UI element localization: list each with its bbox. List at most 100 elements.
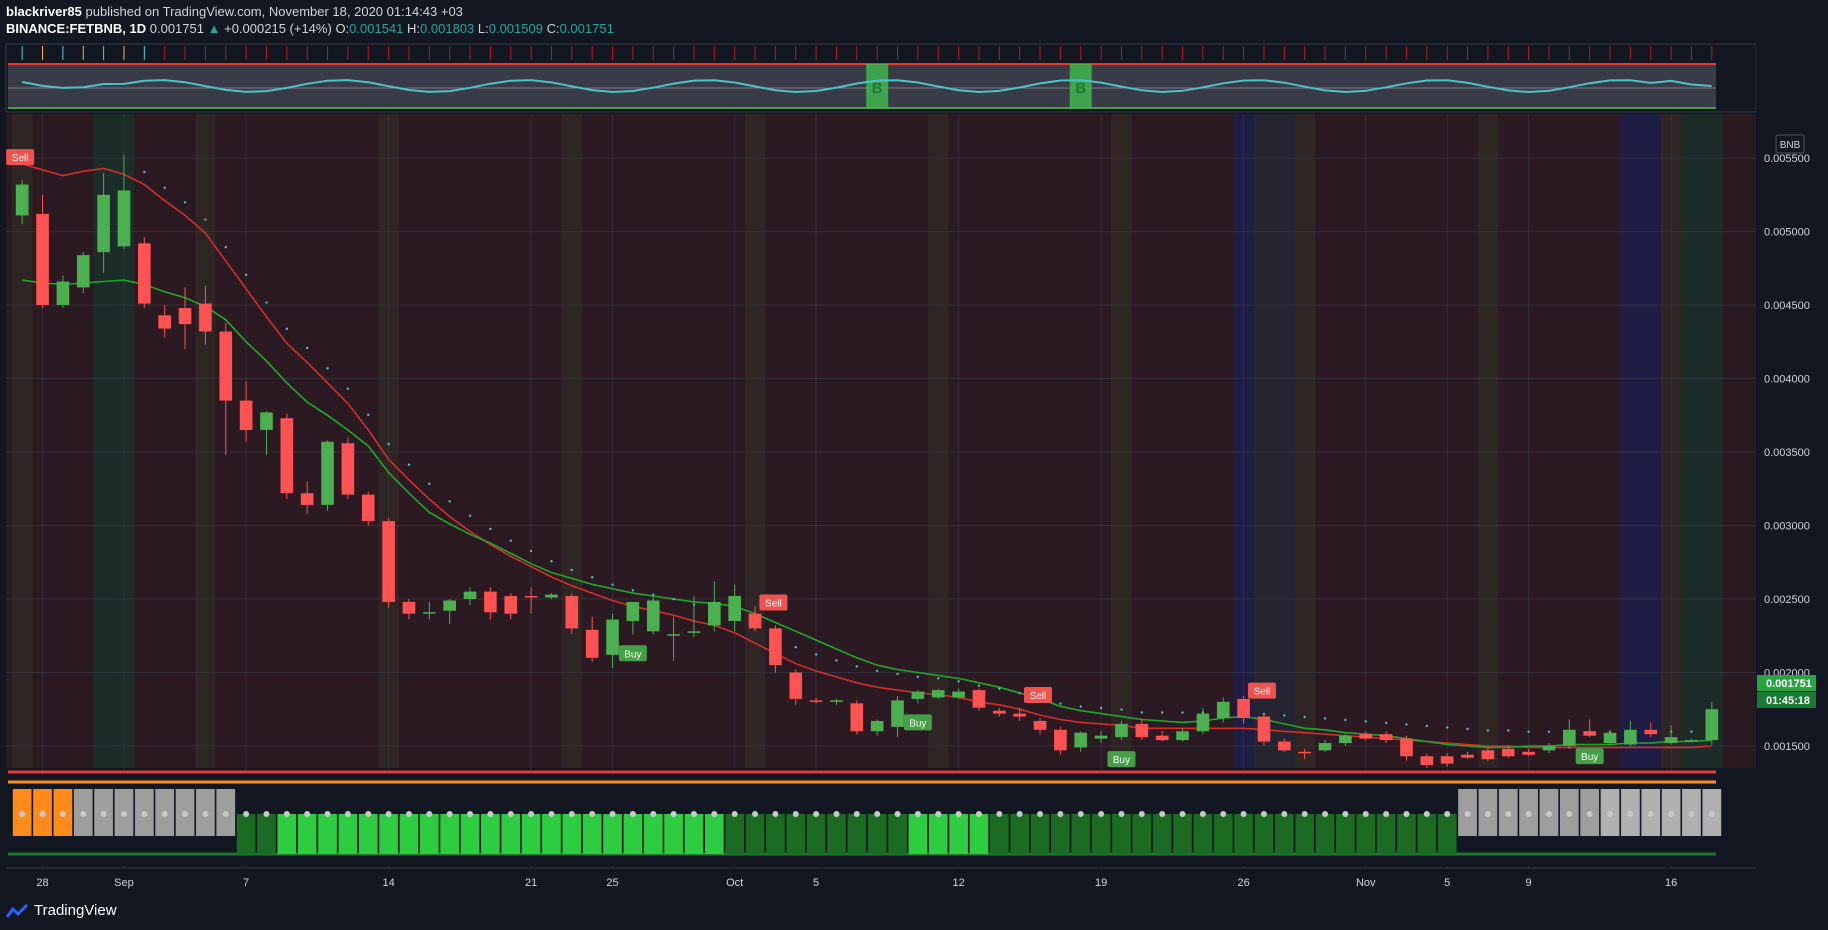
session-band	[480, 114, 502, 768]
bottom-histogram-bar	[969, 814, 989, 854]
candle-body	[382, 521, 395, 602]
candle-body	[239, 400, 253, 430]
trailing-stop-dot	[1547, 730, 1551, 733]
candle-body	[565, 596, 579, 629]
date-tick-label: Oct	[726, 877, 743, 889]
trailing-stop-dot	[916, 675, 920, 679]
candle-body	[809, 700, 823, 702]
trailing-stop-dot	[1018, 691, 1021, 695]
candle-body	[606, 619, 619, 655]
candle-body	[138, 243, 151, 304]
buy-signal-marker	[903, 714, 932, 731]
session-band	[1294, 114, 1316, 768]
bottom-zero-dot	[955, 811, 962, 817]
session-band	[1579, 114, 1601, 768]
bottom-zero-dot	[161, 811, 168, 817]
trailing-stop-dot	[1690, 730, 1693, 733]
date-tick-label: 5	[813, 877, 819, 889]
bottom-zero-dot	[1118, 811, 1125, 817]
bottom-zero-dot	[182, 811, 189, 817]
bottom-zero-dot	[1607, 811, 1614, 817]
publish-info: published on TradingView.com, November 1…	[85, 4, 463, 19]
trailing-stop-dot	[346, 387, 350, 390]
last-price-tag	[1757, 675, 1816, 691]
publisher-name[interactable]: blackriver85	[6, 4, 82, 19]
tradingview-branding[interactable]: TradingView	[6, 902, 117, 919]
candle-body	[504, 596, 518, 614]
session-band	[1274, 114, 1295, 768]
bottom-zero-dot	[813, 811, 820, 817]
candle-body	[769, 628, 782, 666]
bottom-histogram-bar	[684, 814, 704, 854]
session-band	[928, 114, 949, 768]
bottom-zero-dot	[1240, 811, 1247, 817]
bottom-zero-dot	[1199, 811, 1206, 817]
bottom-zero-dot	[752, 811, 759, 817]
bottom-zero-dot	[1423, 811, 1430, 817]
candle-body	[1624, 729, 1637, 745]
bottom-zero-dot	[568, 811, 575, 817]
bottom-histogram-bar	[1193, 814, 1213, 854]
candle-body	[1685, 740, 1698, 742]
oscillator-line	[22, 79, 1712, 94]
candle-body	[1094, 735, 1108, 739]
trailing-stop-dot	[611, 583, 614, 586]
bottom-histogram-bar	[745, 814, 765, 854]
session-band	[93, 114, 115, 768]
grid-layer	[6, 114, 1756, 868]
candle-body	[1359, 734, 1373, 739]
trailing-stop-dot	[1405, 723, 1408, 726]
bottom-histogram-bar	[562, 814, 582, 854]
trailing-stop-dot	[550, 560, 553, 563]
bottom-histogram-bar	[501, 814, 521, 854]
candle-body	[1074, 732, 1088, 748]
candle-body	[1583, 731, 1596, 736]
session-background-layer	[6, 114, 1756, 768]
trailing-stop-dot	[896, 672, 899, 676]
candle-body	[1013, 713, 1026, 717]
candle-body	[1461, 754, 1474, 758]
price-axis[interactable]: 0.005500 0.005000 0.004500 0.004000 0.003500…	[1756, 42, 1828, 900]
bottom-zero-dot	[914, 811, 921, 817]
session-band	[1477, 114, 1499, 768]
bottom-histogram-bar	[1091, 814, 1111, 854]
sell-signal-text: Sell	[1254, 687, 1271, 698]
bottom-zero-dot	[59, 811, 66, 817]
bottom-histogram-bar	[1295, 814, 1315, 854]
candle-body	[1054, 729, 1067, 751]
candle-body	[646, 600, 660, 632]
trailing-stop-dot	[1099, 706, 1103, 710]
session-band	[358, 114, 379, 768]
bottom-histogram-bar	[1071, 814, 1091, 854]
session-band	[1172, 114, 1194, 768]
sell-signal-marker	[1247, 682, 1276, 699]
bottom-histogram-bar	[440, 814, 460, 854]
currency-badge[interactable]	[1775, 134, 1805, 154]
buy-signal-marker	[1575, 748, 1604, 765]
bottom-zero-dot	[1057, 811, 1064, 817]
high-value: 0.001803	[420, 21, 475, 36]
trailing-stop-dot	[407, 463, 411, 466]
trailing-stop-dot	[448, 500, 451, 503]
candle-body	[1155, 735, 1169, 741]
session-band	[1253, 114, 1275, 768]
session-band	[419, 114, 440, 768]
bottom-oscillator-layer: 100.00.0−100.0	[6, 768, 1799, 866]
session-band	[459, 114, 481, 768]
bottom-histogram-bar	[949, 814, 968, 854]
bottom-zero-dot	[1464, 811, 1471, 817]
trailing-stop-dot	[1344, 718, 1347, 722]
bottom-histogram-bar	[297, 814, 317, 854]
trailing-stop-dot	[1323, 717, 1327, 720]
legend-line: BINANCE:FETBNB, 1D 0.001751 ▲ +0.000215 …	[6, 21, 614, 36]
bottom-zero-dot	[1708, 811, 1715, 817]
time-axis[interactable]: 28 Sep 7 14 21 25 Oct 5 12 19 26 Nov 5 9 16	[0, 867, 1828, 900]
candle-body	[300, 493, 314, 505]
bottom-histogram-bar	[318, 814, 337, 854]
session-band	[73, 114, 94, 768]
bottom-zero-dot	[487, 811, 494, 817]
trailing-stop-dot	[468, 514, 472, 518]
bottom-histogram-bar	[257, 814, 276, 854]
time-axis-background	[0, 868, 1828, 900]
